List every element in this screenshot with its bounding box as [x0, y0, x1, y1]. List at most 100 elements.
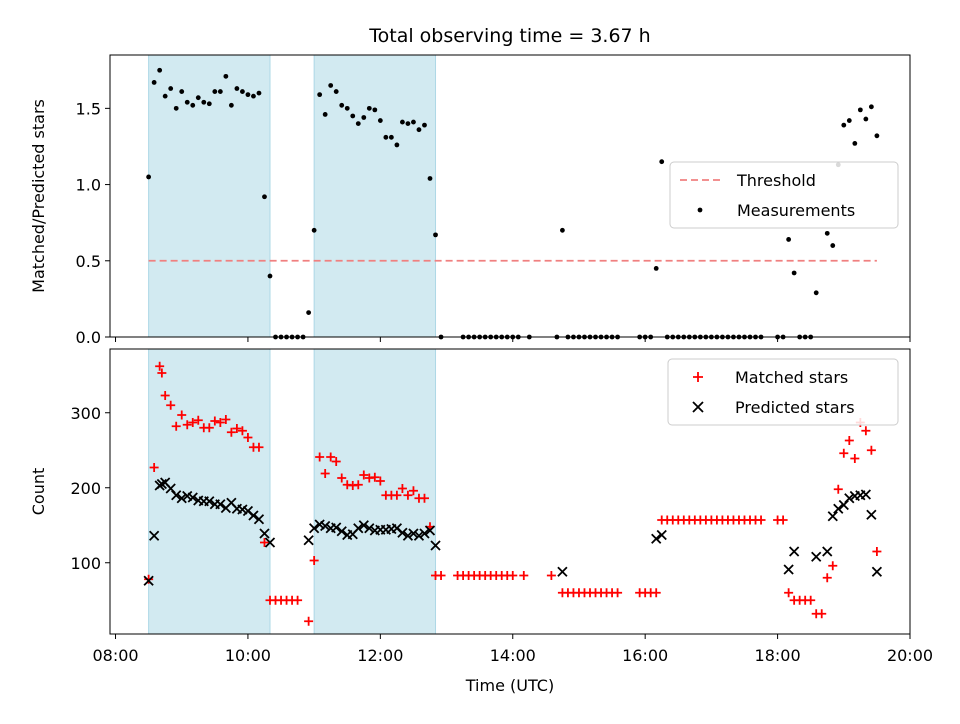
data-point [176, 493, 187, 504]
series-matched-stars [144, 361, 882, 626]
x-tick-label: 08:00 [92, 646, 138, 665]
data-point [149, 463, 159, 472]
x-tick-label: 12:00 [357, 646, 403, 665]
data-point [424, 525, 436, 536]
data-point [262, 194, 267, 200]
data-point [206, 101, 212, 107]
data-point [179, 89, 185, 94]
data-point [874, 133, 880, 139]
data-point [359, 470, 369, 480]
legend-swatch [693, 372, 703, 382]
data-point [822, 573, 832, 583]
data-point [337, 473, 347, 483]
data-point [315, 452, 325, 462]
data-point [400, 119, 405, 125]
data-point [350, 113, 356, 119]
data-point [841, 122, 847, 128]
data-point [184, 99, 190, 105]
data-point [245, 92, 251, 98]
data-point [436, 571, 446, 580]
data-point [190, 102, 196, 108]
data-point [377, 118, 383, 123]
data-point [394, 142, 400, 148]
data-point [852, 141, 858, 146]
data-point [653, 266, 659, 271]
data-point [656, 529, 667, 541]
data-point [254, 442, 264, 452]
axes-frame [109, 348, 911, 635]
data-point [866, 509, 877, 520]
data-point [320, 469, 330, 478]
data-point [397, 527, 408, 538]
data-point [331, 522, 342, 533]
data-point [405, 121, 411, 126]
data-point [237, 426, 247, 436]
x-tick-label: 14:00 [490, 646, 536, 665]
data-point [293, 595, 303, 605]
data-point [228, 102, 234, 108]
y-tick-label: 0.0 [76, 328, 101, 347]
data-point [846, 118, 852, 123]
data-point [355, 121, 361, 126]
data-point [833, 484, 843, 494]
data-point [166, 400, 176, 410]
data-point [157, 368, 167, 378]
data-point [303, 535, 314, 546]
data-point [256, 90, 262, 96]
data-point [519, 571, 529, 580]
data-point [659, 159, 665, 165]
data-point [232, 424, 242, 433]
data-point [353, 523, 364, 534]
legend-swatch [692, 401, 704, 413]
data-point [861, 426, 871, 436]
legend-box [669, 161, 899, 229]
data-point [217, 89, 223, 94]
data-point [171, 490, 182, 501]
data-point [243, 433, 253, 442]
data-point [827, 511, 838, 522]
data-point [304, 616, 314, 626]
data-point [240, 89, 245, 94]
chart-title: Total observing time = 3.67 h [368, 25, 650, 47]
data-point [210, 416, 220, 426]
data-point [223, 73, 229, 79]
data-point [403, 490, 413, 500]
data-point [326, 452, 336, 462]
data-point [328, 83, 334, 88]
data-point [372, 107, 378, 113]
data-point [234, 86, 240, 91]
data-point [248, 510, 259, 521]
data-point [786, 237, 792, 242]
y-tick-label: 1.0 [76, 176, 101, 195]
data-point [267, 273, 273, 279]
top-panel: 0.0 0.5 1.0 1.5 Total observing time = 3.67 … [29, 25, 911, 347]
data-point [221, 415, 231, 424]
data-point [419, 528, 430, 539]
data-point [833, 503, 844, 514]
data-point [151, 80, 157, 85]
data-point [168, 86, 174, 91]
y-axis-label: Matched/Predicted stars [29, 99, 48, 293]
data-point [306, 310, 312, 316]
data-point [416, 127, 422, 133]
shaded-interval [314, 55, 436, 337]
data-point [822, 546, 833, 557]
data-point [162, 93, 168, 99]
data-point [392, 490, 402, 500]
data-point [317, 92, 323, 98]
y-axis-label: Count [29, 468, 48, 516]
y-tick-label: 1.5 [76, 99, 101, 118]
data-point [422, 122, 427, 128]
data-point [226, 427, 236, 437]
data-point [860, 489, 871, 500]
y-tick-label: 200 [70, 479, 101, 498]
data-point [813, 290, 819, 296]
data-point [149, 530, 160, 541]
data-point [336, 526, 347, 537]
data-point [419, 493, 429, 503]
series-predicted-stars [143, 477, 883, 586]
data-point [408, 486, 418, 496]
data-point [839, 448, 849, 458]
data-point [195, 95, 201, 101]
